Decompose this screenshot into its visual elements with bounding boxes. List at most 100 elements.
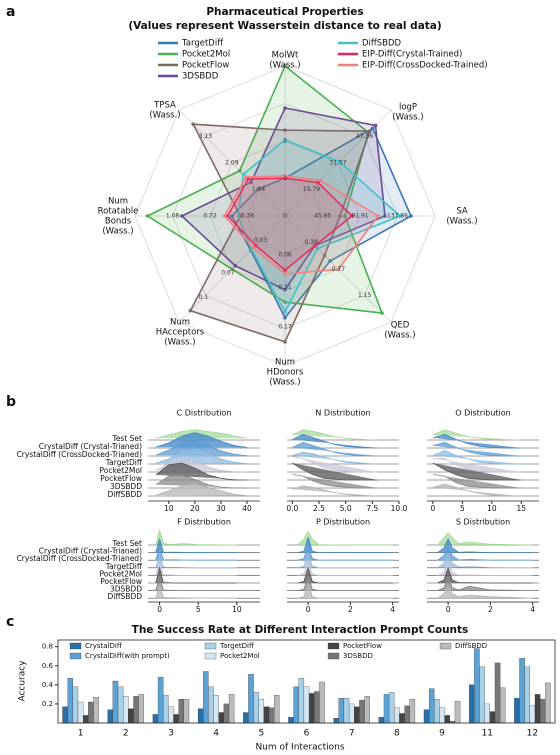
radar-point [180, 214, 184, 218]
row-label: CrystalDiff (Crystal-Trianed) [39, 547, 142, 556]
radar-point [283, 174, 287, 178]
legend-label: 3DSBDD [343, 652, 373, 660]
ridge-curve [292, 441, 378, 457]
radar-axis-label: HDonors [267, 368, 304, 378]
x-tick-label: 5.0 [340, 504, 352, 513]
ridge-curve [292, 429, 378, 441]
ridge-curve [432, 462, 522, 481]
bar [263, 706, 270, 724]
bar [534, 694, 541, 724]
x-tick-label: 0 [431, 504, 436, 513]
radar-point [328, 259, 332, 263]
bar [338, 698, 345, 724]
radar-axis-label: TPSA [153, 101, 176, 111]
ridge-curve [292, 451, 378, 465]
bar [444, 715, 450, 724]
ridge-curve [297, 530, 393, 546]
bar [303, 686, 310, 724]
radar-point [249, 180, 253, 184]
radar-point [188, 308, 193, 313]
bar [67, 678, 73, 724]
bar [314, 691, 320, 724]
row-label: 3DSBDD [110, 585, 142, 594]
radar-point [283, 310, 287, 314]
x-tick-label: 5 [460, 504, 465, 513]
bar [484, 703, 490, 724]
row-label: PocketFlow [100, 577, 142, 586]
ridge-curve [292, 433, 378, 449]
radar-point [283, 340, 287, 344]
x-tick-label: 2 [348, 605, 353, 614]
ridge-curve [155, 440, 248, 457]
x-tick-label: 10.0 [391, 504, 408, 513]
x-tick-label: 10 [232, 605, 242, 614]
legend-label: DiffSBDD [455, 642, 487, 650]
x-tick-label: 10 [487, 504, 497, 513]
y-tick-label: 0.4 [42, 681, 54, 689]
radar-axis-label: Num [108, 197, 128, 207]
radar-point [383, 214, 387, 218]
row-label: DiffSBDD [108, 592, 143, 601]
bar [394, 707, 400, 724]
ridge-curve [155, 559, 237, 576]
bar [253, 692, 259, 724]
bar [469, 684, 475, 724]
row-label: Test Set [112, 539, 143, 548]
bar [288, 717, 294, 724]
radar-axis-label: Num [170, 318, 190, 328]
bar [489, 711, 496, 724]
legend-swatch [204, 652, 217, 660]
bar [223, 703, 230, 724]
radar-tick-label: 0.17 [278, 323, 292, 330]
radar-axis-label: logP [399, 103, 417, 113]
ridge-curve [155, 537, 237, 553]
ridge-curve [155, 483, 248, 497]
legend-label: EIP-Diff(CrossDocked-Trained) [362, 61, 488, 71]
bar [274, 695, 280, 724]
legend-label: CrystalDiff(with prompt) [85, 652, 170, 660]
ridge-curve [437, 585, 533, 599]
bar [409, 698, 416, 724]
bar [308, 693, 315, 724]
x-tick-label: 4 [530, 605, 535, 614]
radar-point [251, 246, 255, 250]
panel-letter: a [6, 4, 15, 20]
x-tick-label: 6 [304, 729, 310, 739]
radar-axis-label: (Wass.) [164, 338, 195, 348]
bar [123, 696, 129, 724]
bar [218, 712, 225, 724]
x-tick-label: 5 [258, 729, 264, 739]
radar-point [315, 246, 320, 251]
bar [499, 687, 506, 724]
radar-point [222, 214, 227, 218]
x-tick-label: 4 [213, 729, 219, 739]
x-tick-label: 2 [488, 605, 493, 614]
bar [62, 706, 68, 724]
radar-point [225, 214, 230, 218]
radar-point [283, 106, 287, 110]
y-tick-label: 0.6 [42, 662, 54, 670]
legend-swatch [69, 642, 82, 650]
bar [138, 694, 144, 724]
subplot-title: P Distribution [316, 518, 370, 527]
radar-point [283, 300, 287, 304]
bar [428, 688, 435, 724]
ridge-curve [155, 583, 237, 599]
x-tick-label: 11 [482, 729, 493, 739]
bar [157, 677, 164, 724]
radar-tick-label: 2 [283, 138, 287, 145]
ridge-curve [292, 474, 378, 489]
radar-tick-label: 0.77 [332, 266, 346, 273]
legend-label: Pocket2Mol [182, 50, 230, 60]
bar [128, 708, 134, 724]
radar-axis-label: (Wass.) [446, 217, 477, 227]
radar-axis-label: HAcceptors [156, 328, 205, 338]
row-label: CrystalDiff (CrossDocked-Trianed) [17, 554, 143, 563]
ridge-curve [155, 432, 248, 448]
legend-label: PocketFlow [182, 61, 229, 71]
ridge-curve [432, 433, 522, 449]
x-tick-label: 7.5 [366, 504, 378, 513]
row-label: TargetDiff [105, 562, 143, 571]
ridge-curve [437, 532, 533, 546]
